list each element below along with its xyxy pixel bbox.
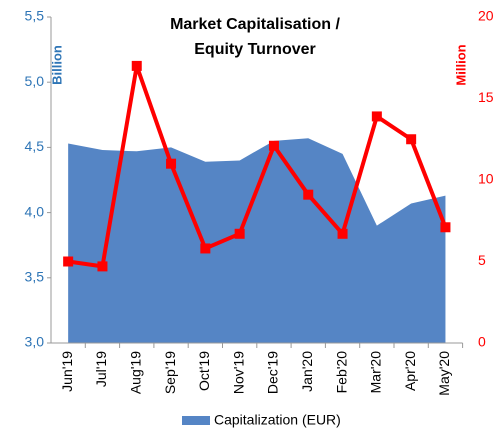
y-tick-label: 3,5 — [25, 269, 45, 285]
y2-tick-label: 5 — [478, 252, 486, 268]
marker — [131, 60, 142, 71]
y2-tick-label: 20 — [478, 8, 494, 24]
x-tick-label: Oct'19 — [196, 351, 212, 391]
x-tick-label: May'20 — [436, 351, 452, 396]
marker — [337, 228, 348, 239]
legend-label: Capitalization (EUR) — [214, 412, 341, 428]
x-tick-label: Jul'19 — [93, 351, 109, 387]
marker — [63, 256, 74, 267]
x-tick-label: Mar'20 — [368, 351, 384, 394]
marker — [406, 134, 417, 145]
line — [67, 63, 448, 269]
marker — [371, 111, 382, 122]
y2-tick-label: 15 — [478, 89, 494, 105]
legend-swatch — [182, 416, 210, 425]
y-tick-label: 4,0 — [25, 203, 45, 219]
x-tick-label: Dec'19 — [265, 351, 281, 394]
x-tick-label: Feb'20 — [333, 351, 349, 394]
x-tick-label: Nov'19 — [230, 351, 246, 394]
x-tick-label: Jan'20 — [299, 351, 315, 392]
chart-title: Market Capitalisation / — [170, 16, 340, 33]
x-tick-label: Sep'19 — [162, 351, 178, 394]
y2-tick-label: 10 — [478, 171, 494, 187]
y-tick-label: 3,0 — [25, 334, 45, 350]
marker — [303, 189, 314, 200]
marker — [440, 222, 451, 233]
y-axis-label: Billion — [49, 45, 64, 85]
marker — [234, 228, 245, 239]
marker — [268, 140, 279, 151]
chart-title: Equity Turnover — [194, 41, 316, 58]
x-tick-label: Aug'19 — [127, 351, 143, 394]
marker — [97, 261, 108, 272]
area — [68, 138, 446, 343]
y-tick-label: 5,5 — [25, 8, 45, 24]
marker — [200, 243, 211, 254]
y2-tick-label: 0 — [478, 334, 486, 350]
y-tick-label: 4,5 — [25, 138, 45, 154]
x-tick-label: Jun'19 — [59, 351, 75, 392]
y-tick-label: 5,0 — [25, 73, 45, 89]
x-tick-label: Apr'20 — [402, 351, 418, 391]
y2-axis-label: Million — [453, 44, 468, 85]
marker — [166, 158, 177, 169]
